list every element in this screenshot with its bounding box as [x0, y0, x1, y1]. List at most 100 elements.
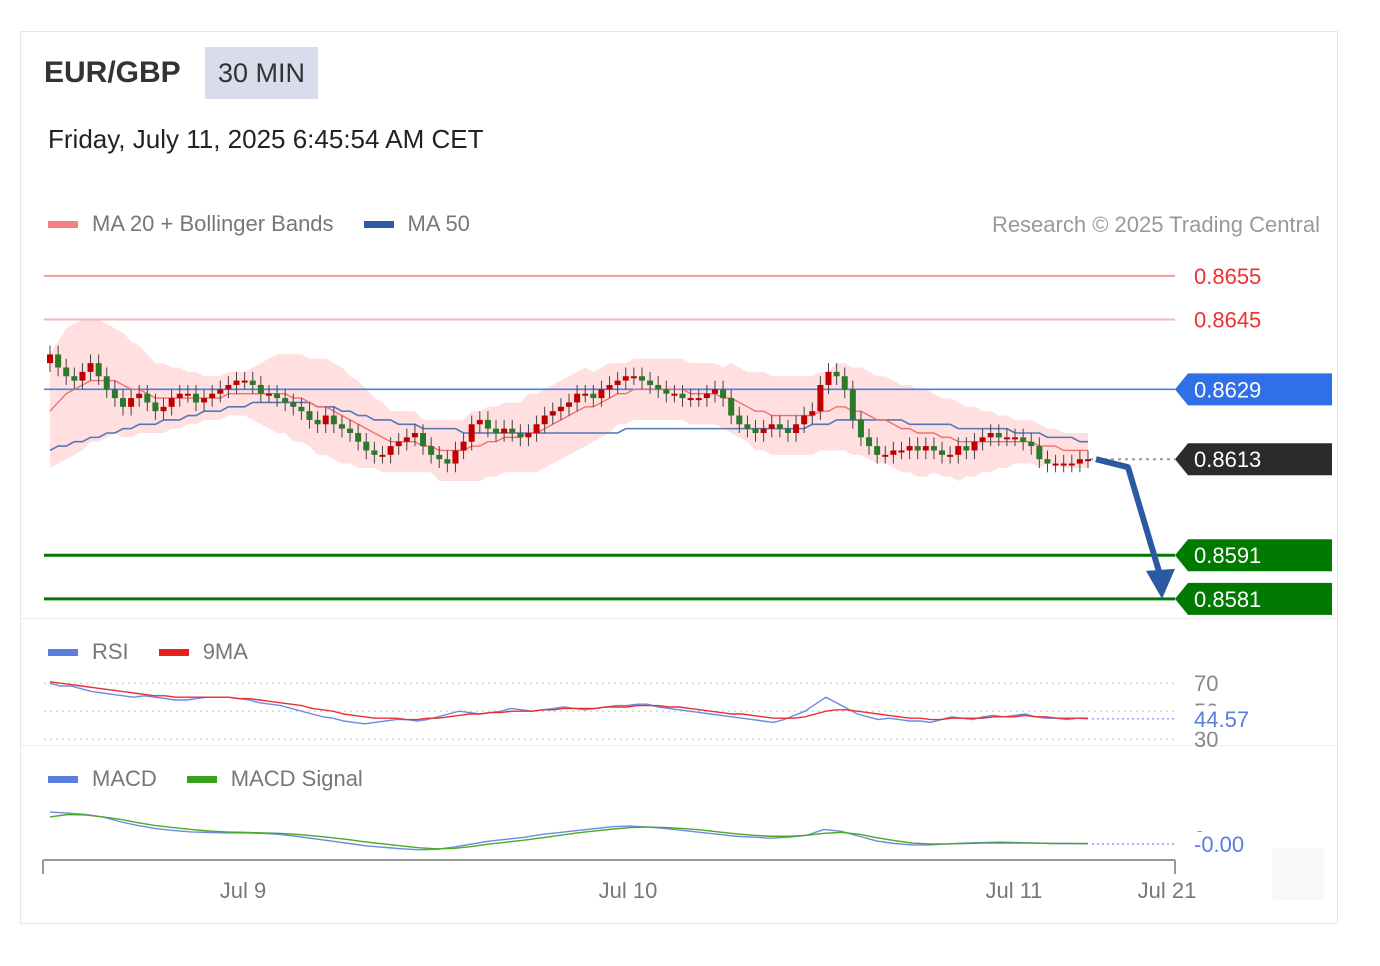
candle-body: [930, 446, 937, 451]
candle-body: [825, 371, 832, 385]
candle: [849, 380, 856, 429]
timeframe-badge[interactable]: 30 MIN: [205, 47, 318, 99]
candle: [525, 424, 532, 447]
candle-body: [444, 459, 451, 464]
symbol-title: EUR/GBP: [44, 56, 181, 89]
candle: [638, 367, 645, 390]
candle-body: [152, 402, 159, 412]
legend-9ma-label: 9MA: [202, 639, 248, 664]
candle-body: [517, 433, 524, 438]
candle: [695, 389, 702, 407]
candle-body: [282, 398, 289, 403]
candle: [890, 441, 897, 464]
candle: [111, 380, 118, 407]
level-label-1: 0.8645: [1194, 307, 1261, 332]
candle-body: [160, 406, 167, 412]
candle: [476, 411, 483, 433]
candle-body: [136, 393, 143, 399]
candle-body: [939, 450, 946, 455]
candle: [55, 345, 62, 377]
candle: [290, 393, 297, 416]
candle: [1085, 450, 1091, 468]
candle-body: [355, 433, 362, 442]
candle: [460, 433, 467, 460]
candle-body: [71, 376, 78, 381]
candle: [71, 367, 78, 390]
candle: [63, 358, 70, 385]
candle-body: [906, 446, 913, 451]
candle: [1076, 450, 1083, 473]
candle-body: [241, 380, 248, 383]
candle: [606, 376, 613, 399]
candle: [501, 419, 508, 442]
candle-body: [274, 393, 281, 399]
candle-body: [655, 384, 662, 390]
candle: [914, 437, 921, 460]
candle-body: [347, 428, 354, 433]
candle: [647, 371, 654, 394]
candle: [379, 446, 386, 464]
candle-body: [168, 398, 175, 407]
candle: [47, 345, 53, 372]
candle-body: [1028, 441, 1035, 447]
candle: [103, 367, 110, 399]
candle-body: [314, 419, 321, 425]
candle: [95, 354, 102, 385]
rsi-current-label: 44.57: [1194, 707, 1249, 732]
candle-body: [1044, 459, 1051, 464]
research-credit: Research © 2025 Trading Central: [991, 212, 1320, 237]
candle-body: [557, 406, 564, 412]
candle-body: [752, 428, 759, 433]
candle-body: [711, 389, 718, 394]
candle-body: [1003, 437, 1010, 440]
candle: [387, 437, 394, 464]
candle: [395, 433, 402, 455]
legend-macd: MACD MACD Signal: [48, 766, 363, 792]
candle: [817, 376, 824, 420]
candle-body: [338, 424, 345, 429]
candle: [574, 384, 581, 412]
candle: [728, 389, 735, 425]
candle: [282, 389, 289, 412]
candle-body: [566, 402, 572, 407]
candle-body: [647, 380, 654, 385]
candle: [493, 419, 500, 442]
candle-body: [192, 393, 199, 403]
rsi-level-label-0: 70: [1194, 671, 1218, 696]
candle: [241, 371, 248, 390]
candle-body: [1085, 459, 1091, 462]
candle-body: [630, 376, 637, 379]
candle-body: [695, 398, 702, 401]
candle: [857, 411, 864, 447]
candle-body: [330, 415, 337, 425]
candle-body: [460, 441, 467, 451]
candles: [47, 345, 1091, 473]
candle: [1068, 454, 1075, 473]
candle: [590, 384, 597, 407]
candle: [671, 384, 678, 403]
candle-body: [760, 428, 767, 433]
candle-body: [257, 384, 264, 394]
candle: [922, 437, 929, 460]
legend-macd-signal-label: MACD Signal: [230, 766, 363, 791]
level-badge-4: [1175, 539, 1332, 572]
candle: [1044, 450, 1051, 473]
candle-body: [1060, 463, 1067, 466]
candle-body: [590, 393, 597, 399]
level-label-2: 0.8629: [1194, 377, 1261, 402]
candle: [598, 380, 605, 407]
rsi-current-bg: [1188, 705, 1268, 732]
candle-body: [890, 450, 897, 455]
ma50-swatch: [363, 220, 394, 228]
candle: [79, 363, 86, 390]
candle: [1052, 454, 1059, 473]
candle-body: [687, 398, 694, 401]
candle: [874, 437, 881, 464]
candle: [987, 424, 994, 447]
candle-body: [209, 393, 216, 399]
candle: [314, 411, 321, 433]
x-tick-label: Jul 11: [985, 878, 1042, 903]
level-badge-3: [1175, 443, 1332, 476]
candle: [176, 384, 183, 407]
